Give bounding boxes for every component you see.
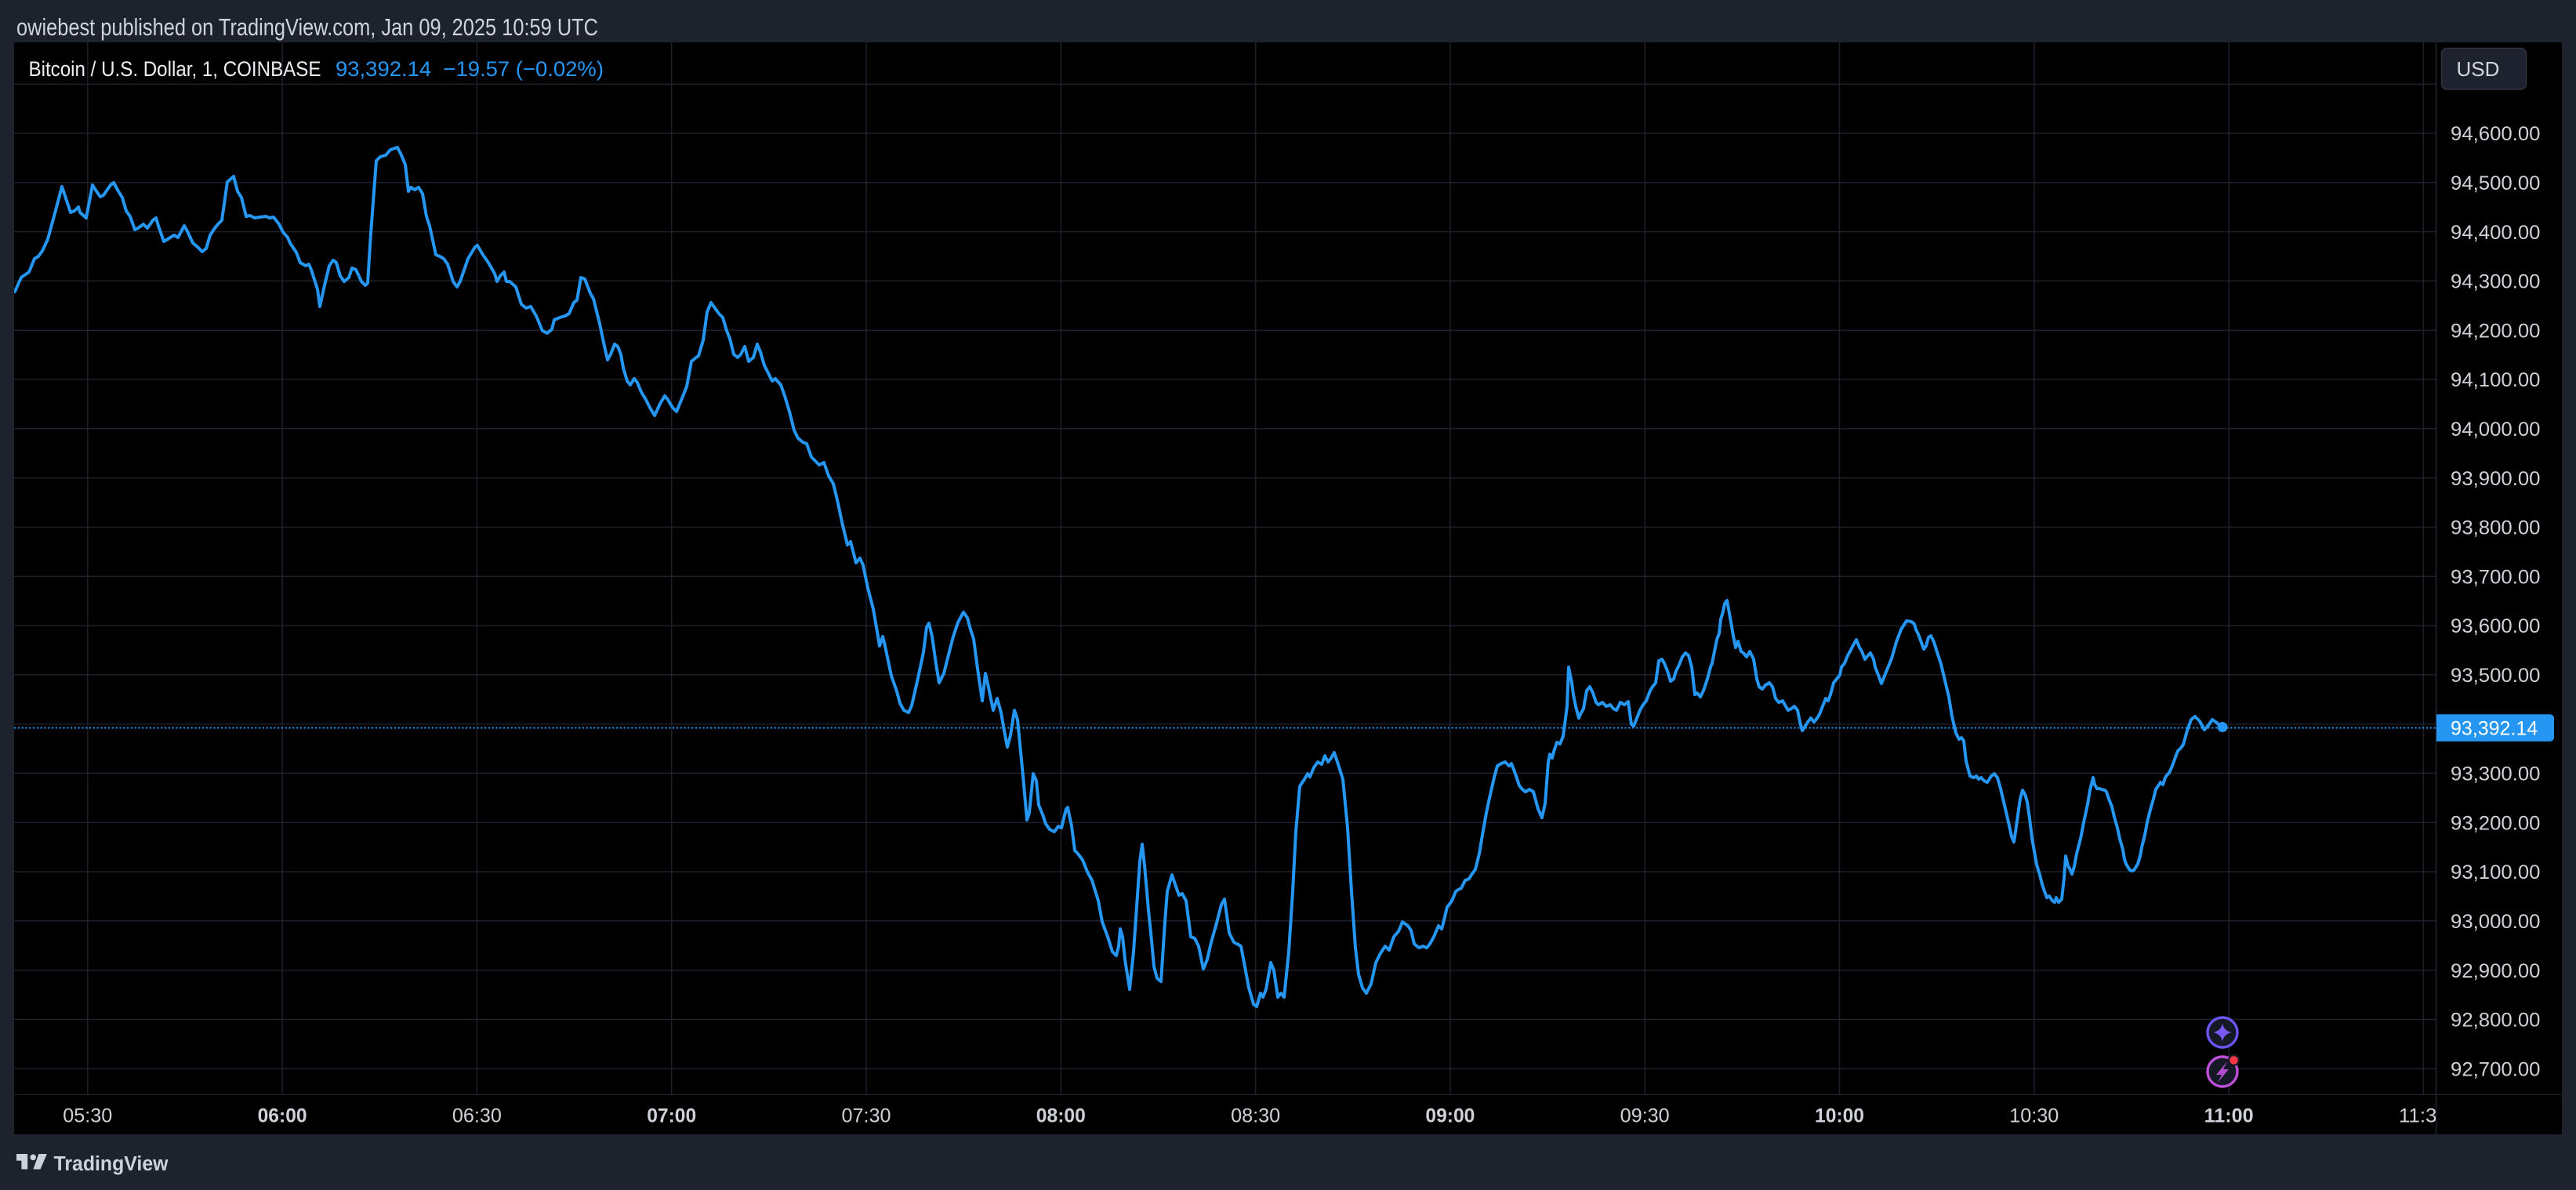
svg-text:06:30: 06:30	[452, 1105, 502, 1127]
svg-text:11:30: 11:30	[2399, 1105, 2448, 1127]
svg-text:93,500.00: 93,500.00	[2451, 665, 2541, 687]
svg-text:08:30: 08:30	[1231, 1105, 1280, 1127]
svg-text:93,100.00: 93,100.00	[2451, 862, 2541, 883]
svg-text:93,392.14 −19.57 (−0.02%): 93,392.14 −19.57 (−0.02%)	[336, 57, 604, 81]
svg-text:owiebest published on TradingV: owiebest published on TradingView.com, J…	[16, 13, 598, 41]
svg-text:94,200.00: 94,200.00	[2451, 320, 2541, 342]
svg-text:94,100.00: 94,100.00	[2451, 369, 2541, 391]
svg-text:93,000.00: 93,000.00	[2451, 911, 2541, 933]
svg-text:93,600.00: 93,600.00	[2451, 615, 2541, 637]
svg-text:93,800.00: 93,800.00	[2451, 517, 2541, 539]
svg-text:07:30: 07:30	[842, 1105, 891, 1127]
svg-text:93,900.00: 93,900.00	[2451, 468, 2541, 490]
svg-text:94,500.00: 94,500.00	[2451, 172, 2541, 194]
svg-text:Bitcoin / U.S. Dollar, 1, COIN: Bitcoin / U.S. Dollar, 1, COINBASE	[29, 57, 321, 81]
svg-text:08:00: 08:00	[1036, 1105, 1086, 1127]
svg-text:92,900.00: 92,900.00	[2451, 960, 2541, 982]
svg-text:10:00: 10:00	[1815, 1105, 1864, 1127]
svg-text:94,300.00: 94,300.00	[2451, 271, 2541, 293]
svg-text:94,000.00: 94,000.00	[2451, 419, 2541, 441]
svg-text:92,700.00: 92,700.00	[2451, 1058, 2541, 1080]
svg-text:09:00: 09:00	[1425, 1105, 1475, 1127]
svg-text:11:00: 11:00	[2204, 1105, 2254, 1127]
svg-text:09:30: 09:30	[1620, 1105, 1670, 1127]
svg-text:USD: USD	[2457, 57, 2500, 81]
svg-text:TradingView: TradingView	[54, 1153, 169, 1175]
svg-text:92,800.00: 92,800.00	[2451, 1010, 2541, 1032]
svg-text:94,400.00: 94,400.00	[2451, 222, 2541, 244]
svg-text:93,200.00: 93,200.00	[2451, 812, 2541, 834]
svg-text:06:00: 06:00	[258, 1105, 307, 1127]
svg-text:93,700.00: 93,700.00	[2451, 566, 2541, 588]
svg-text:10:30: 10:30	[2009, 1105, 2059, 1127]
svg-text:05:30: 05:30	[63, 1105, 112, 1127]
svg-text:93,300.00: 93,300.00	[2451, 764, 2541, 785]
svg-text:93,392.14: 93,392.14	[2451, 718, 2538, 740]
svg-text:94,600.00: 94,600.00	[2451, 123, 2541, 145]
svg-text:07:00: 07:00	[647, 1105, 696, 1127]
